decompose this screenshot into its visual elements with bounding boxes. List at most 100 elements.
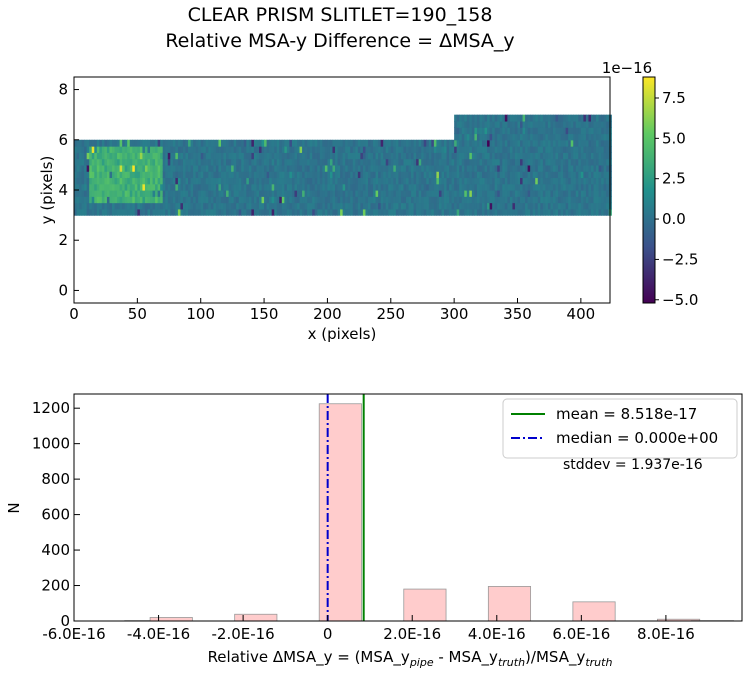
heatmap-cell-seg2 xyxy=(479,190,483,197)
heatmap-cell-seg1 xyxy=(182,196,187,204)
heatmap-cell-seg1 xyxy=(99,208,103,216)
heatmap-cell-seg2 xyxy=(454,139,458,147)
heatmap-cell-seg1 xyxy=(274,190,278,197)
heatmap-cell-seg1 xyxy=(243,139,247,147)
heatmap-cell-seg1 xyxy=(451,183,455,191)
heatmap-cell-seg1 xyxy=(104,208,108,216)
heatmap-cell-seg2 xyxy=(466,158,470,166)
heatmap-cell-seg2 xyxy=(484,183,488,191)
heatmap-cell-seg1 xyxy=(109,183,113,191)
heatmap-cell-seg1 xyxy=(299,146,303,153)
heatmap-cell-seg2 xyxy=(492,114,496,122)
heatmap-cell-seg1 xyxy=(340,208,344,216)
heatmap-cell-seg2 xyxy=(545,164,549,172)
heatmap-cell-seg2 xyxy=(570,164,574,172)
heatmap-cell-seg2 xyxy=(466,202,470,210)
heatmap-cell-seg1 xyxy=(134,177,138,185)
heatmap-cell-seg1 xyxy=(324,164,329,172)
heatmap-cell-seg2 xyxy=(512,120,516,128)
heatmap-cell-seg1 xyxy=(413,190,417,197)
heatmap-cell-seg1 xyxy=(405,158,410,166)
heatmap-cell-seg1 xyxy=(193,146,197,153)
heatmap-cell-seg1 xyxy=(195,171,199,179)
heatmap-cell-seg2 xyxy=(482,120,486,128)
heatmap-cell-seg2 xyxy=(487,127,491,135)
heatmap-cell-seg1 xyxy=(132,183,136,191)
heatmap-cell-seg1 xyxy=(286,190,291,197)
heatmap-cell-seg1 xyxy=(383,146,387,153)
heatmap-cell-seg2 xyxy=(454,114,458,122)
heatmap-cell-seg2 xyxy=(565,114,569,122)
heatmap-cell-seg1 xyxy=(167,196,171,204)
heatmap-cell-seg2 xyxy=(492,164,496,172)
heatmap-cell-seg1 xyxy=(139,164,144,172)
heatmap-cell-seg1 xyxy=(256,196,260,204)
heatmap-cell-seg1 xyxy=(319,196,323,204)
heatmap-cell-seg1 xyxy=(332,152,336,160)
heatmap-cell-seg1 xyxy=(281,177,285,185)
heatmap-cell-seg2 xyxy=(520,202,524,210)
heatmap-cell-seg1 xyxy=(347,139,351,147)
heatmap-cell-seg1 xyxy=(373,164,377,172)
heatmap-cell-seg2 xyxy=(476,120,481,128)
heatmap-cell-seg2 xyxy=(532,139,536,147)
heatmap-cell-seg1 xyxy=(451,208,455,216)
heatmap-cell-seg1 xyxy=(411,171,415,179)
heatmap-cell-seg1 xyxy=(132,164,136,172)
heatmap-cell-seg1 xyxy=(312,139,316,147)
heatmap-cell-seg2 xyxy=(552,202,557,210)
heatmap-cell-seg1 xyxy=(373,177,377,185)
heatmap-cell-seg2 xyxy=(499,190,503,197)
heatmap-cell-seg2 xyxy=(520,120,524,128)
heatmap-cell-seg1 xyxy=(400,171,405,179)
heatmap-cell-seg1 xyxy=(418,158,422,166)
heatmap-cell-seg2 xyxy=(507,202,511,210)
heatmap-cell-seg2 xyxy=(547,164,552,172)
heatmap-cell-seg1 xyxy=(350,158,354,166)
heatmap-cell-seg2 xyxy=(466,183,470,191)
heatmap-cell-seg1 xyxy=(266,146,270,153)
heatmap-cell-seg1 xyxy=(157,208,161,216)
heatmap-cell-seg1 xyxy=(213,158,217,166)
heatmap-cell-seg1 xyxy=(297,177,301,185)
heatmap-cell-seg2 xyxy=(606,120,610,128)
heatmap-cell-seg2 xyxy=(555,196,559,204)
heatmap-cell-seg2 xyxy=(514,158,519,166)
heatmap-cell-seg1 xyxy=(276,146,280,153)
heatmap-cell-seg1 xyxy=(421,139,425,147)
heatmap-cell-seg1 xyxy=(426,177,430,185)
heatmap-cell-seg2 xyxy=(512,177,516,185)
heatmap-cell-seg1 xyxy=(233,183,237,191)
heatmap-cell-seg2 xyxy=(547,120,552,128)
heatmap-cell-seg1 xyxy=(329,196,334,204)
heatmap-cell-seg1 xyxy=(426,171,430,179)
heatmap-cell-seg1 xyxy=(337,202,341,210)
heatmap-cell-seg1 xyxy=(155,146,159,153)
heatmap-cell-seg2 xyxy=(497,114,501,122)
heatmap-cell-seg1 xyxy=(127,171,131,179)
heatmap-cell-seg1 xyxy=(398,208,402,216)
heatmap-cell-seg1 xyxy=(375,152,379,160)
heatmap-cell-seg2 xyxy=(499,183,503,191)
heatmap-cell-seg2 xyxy=(560,127,564,135)
heatmap-cell-seg1 xyxy=(342,202,346,210)
heatmap-cell-seg1 xyxy=(137,164,141,172)
heatmap-cell-seg1 xyxy=(405,171,410,179)
heatmap-cell-seg1 xyxy=(208,139,212,147)
heatmap-cell-seg2 xyxy=(487,177,491,185)
heatmap-cell-seg2 xyxy=(603,133,607,141)
heatmap-cell-seg1 xyxy=(122,152,126,160)
heatmap-cell-seg2 xyxy=(568,139,572,147)
heatmap-cell-seg1 xyxy=(438,183,443,191)
heatmap-cell-seg2 xyxy=(469,158,473,166)
heatmap-cell-seg2 xyxy=(596,196,600,204)
heatmap-cell-seg1 xyxy=(362,158,367,166)
heatmap-cell-seg1 xyxy=(345,177,349,185)
heatmap-cell-seg1 xyxy=(388,158,392,166)
heatmap-cell-seg1 xyxy=(352,183,356,191)
heatmap-cell-seg1 xyxy=(127,139,131,147)
heatmap-cell-seg1 xyxy=(289,164,293,172)
heatmap-cell-seg1 xyxy=(375,208,379,216)
heatmap-cell-seg2 xyxy=(532,202,536,210)
heatmap-cell-seg1 xyxy=(324,171,329,179)
